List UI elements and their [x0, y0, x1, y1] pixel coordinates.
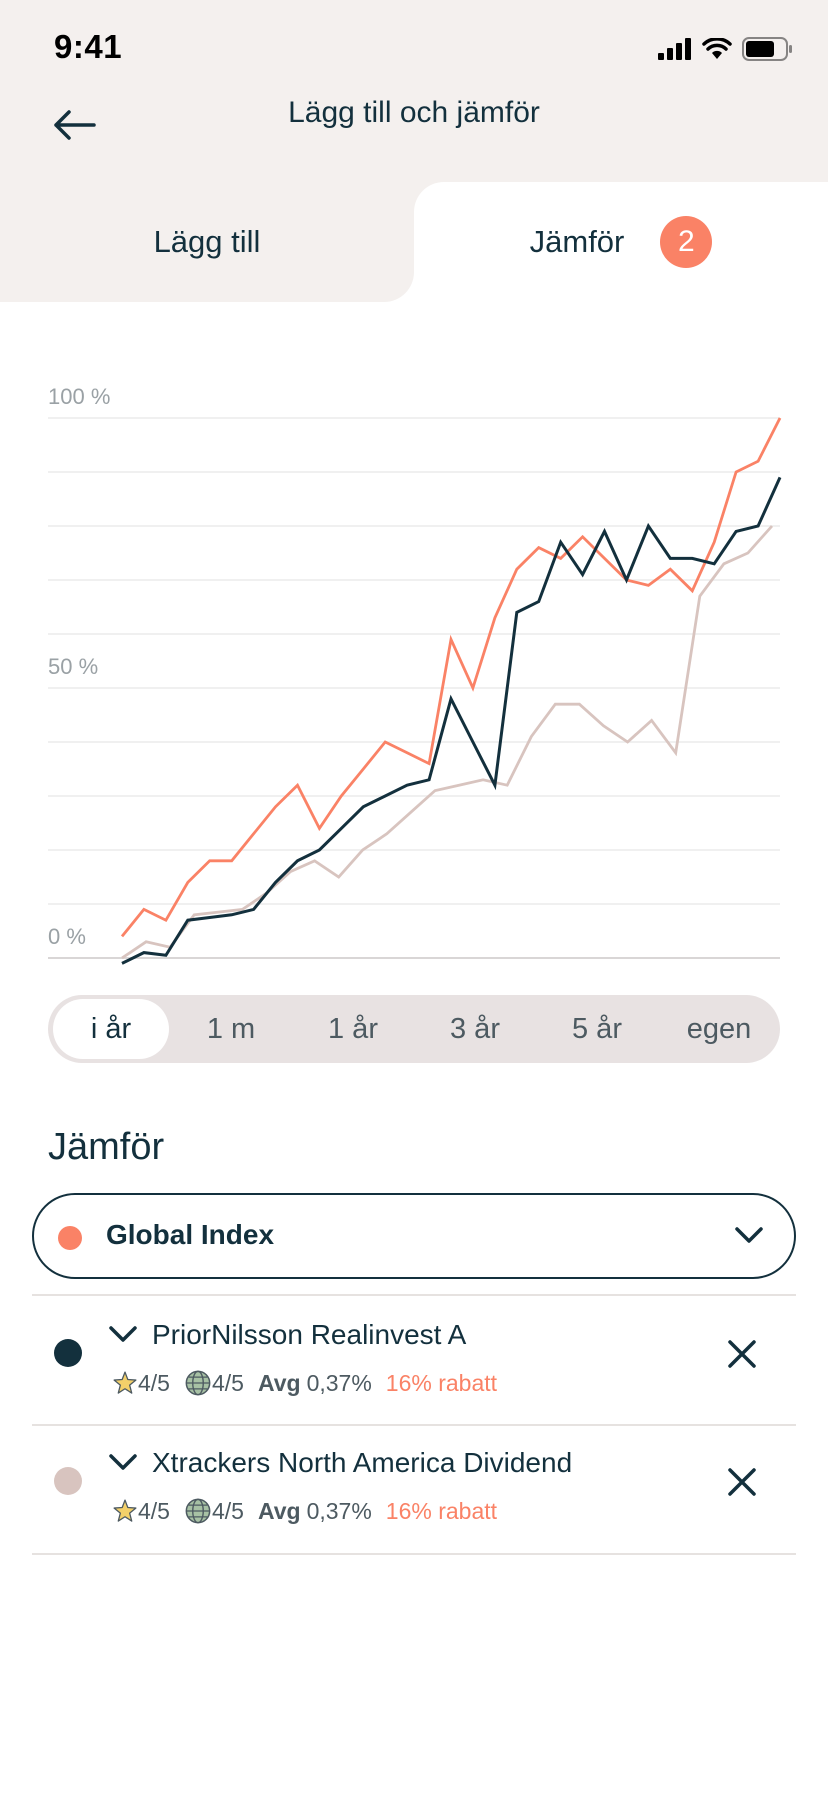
- divider: [32, 1553, 796, 1555]
- fee-value: 0,37%: [306, 1369, 372, 1396]
- index-select-label: Global Index: [106, 1219, 275, 1250]
- tab-compare-label: Jämför: [529, 224, 625, 259]
- battery-icon: [742, 37, 792, 61]
- wifi-icon: [702, 38, 732, 59]
- fund-row: PriorNilsson Realinvest A 4/5 4/5 Avg 0,…: [32, 1296, 796, 1424]
- tab-compare[interactable]: Jämför 2: [414, 182, 828, 302]
- signal-icon: [658, 38, 691, 60]
- fund-meta: 4/5 4/5 Avg 0,37% 16% rabatt: [112, 1494, 497, 1528]
- range-option[interactable]: 3 år: [450, 1012, 500, 1045]
- y-tick-label: 0 %: [48, 924, 86, 949]
- page-title: Lägg till och jämför: [288, 96, 540, 129]
- tab-corner: [384, 272, 414, 302]
- series-line: [120, 417, 782, 938]
- chevron-down-icon[interactable]: [108, 1324, 138, 1344]
- status-icons: [658, 36, 794, 62]
- range-option[interactable]: 1 m: [206, 1012, 256, 1045]
- compare-count-badge: 2: [660, 216, 713, 268]
- range-selector: i år 1 m 1 år 3 år 5 år egen: [48, 995, 780, 1063]
- range-option[interactable]: i år: [53, 999, 169, 1059]
- chevron-down-icon: [735, 1227, 763, 1243]
- series-line: [121, 525, 774, 960]
- sustainability-value: 4/5: [211, 1369, 244, 1396]
- close-icon[interactable]: [722, 1462, 762, 1502]
- discount-label: 16% rabatt: [385, 1497, 498, 1524]
- index-select[interactable]: Global Index: [32, 1193, 796, 1279]
- arrow-left-icon: [54, 110, 96, 140]
- sustainability: 4/5: [184, 1497, 244, 1525]
- globe-icon: [185, 1370, 211, 1396]
- range-option[interactable]: 1 år: [328, 1012, 378, 1045]
- fee-value: 0,37%: [306, 1497, 372, 1524]
- rating: 4/5: [112, 1370, 170, 1397]
- fund-meta: 4/5 4/5 Avg 0,37% 16% rabatt: [112, 1366, 497, 1400]
- status-time: 9:41: [54, 28, 123, 65]
- series-line: [121, 476, 782, 965]
- sustainability: 4/5: [184, 1369, 244, 1397]
- fund-name[interactable]: Xtrackers North America Dividend: [152, 1447, 573, 1478]
- fund-color-dot: [54, 1339, 82, 1367]
- fee-label: Avg: [257, 1369, 301, 1396]
- rating: 4/5: [112, 1498, 170, 1525]
- nav-bar: Lägg till och jämför: [0, 86, 828, 162]
- chevron-down-icon[interactable]: [108, 1452, 138, 1472]
- rating-value: 4/5: [138, 1369, 170, 1396]
- tab-add[interactable]: Lägg till: [0, 182, 414, 302]
- range-option[interactable]: egen: [686, 1012, 752, 1045]
- close-icon[interactable]: [722, 1334, 762, 1374]
- star-icon: [113, 1371, 137, 1394]
- fund-name[interactable]: PriorNilsson Realinvest A: [152, 1319, 467, 1350]
- star-icon: [113, 1499, 137, 1522]
- index-color-dot: [58, 1226, 82, 1250]
- divider: [32, 1424, 796, 1426]
- discount-label: 16% rabatt: [385, 1369, 498, 1396]
- chart-svg: 100 % 50 % 0 %: [48, 384, 782, 965]
- compare-section-title: Jämför: [48, 1126, 165, 1168]
- globe-icon: [185, 1498, 211, 1524]
- rating-value: 4/5: [138, 1497, 170, 1524]
- fund-row: Xtrackers North America Dividend 4/5 4/5…: [32, 1424, 796, 1552]
- performance-chart: 100 % 50 % 0 %: [0, 360, 828, 980]
- range-option[interactable]: 5 år: [572, 1012, 622, 1045]
- back-button[interactable]: [46, 100, 102, 150]
- divider: [32, 1294, 796, 1296]
- fund-color-dot: [54, 1467, 82, 1495]
- y-tick-label: 50 %: [48, 654, 98, 679]
- y-tick-label: 100 %: [48, 384, 110, 409]
- fee-label: Avg: [257, 1497, 301, 1524]
- status-bar: 9:41: [0, 0, 828, 96]
- sustainability-value: 4/5: [211, 1497, 244, 1524]
- tab-add-label: Lägg till: [153, 224, 261, 259]
